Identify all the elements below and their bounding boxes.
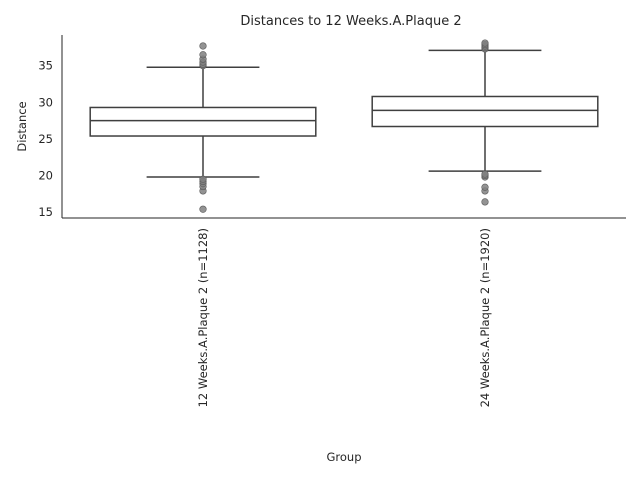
x-tick-label: 24 Weeks.A.Plaque 2 (n=1920) <box>478 228 492 407</box>
axes <box>61 35 626 219</box>
boxes <box>89 39 599 213</box>
box-iqr <box>371 95 599 128</box>
y-tick-label: 20 <box>38 169 53 183</box>
category-labels: 12 Weeks.A.Plaque 2 (n=1128) 24 Weeks.A.P… <box>196 228 492 407</box>
y-tick-label: 35 <box>38 59 53 73</box>
box-iqr <box>89 106 317 137</box>
outlier-point <box>481 183 489 191</box>
outlier-point <box>199 51 207 59</box>
y-tick-label: 25 <box>38 132 53 146</box>
outlier-point <box>481 170 489 178</box>
outlier-point <box>481 39 489 47</box>
outlier-point <box>199 205 207 213</box>
y-tick-label: 15 <box>38 205 53 219</box>
outlier-point <box>481 198 489 206</box>
outlier-point <box>199 175 207 183</box>
y-ticks: 15 20 25 30 35 <box>38 59 53 219</box>
chart-title: Distances to 12 Weeks.A.Plaque 2 <box>240 14 461 29</box>
y-tick-label: 30 <box>38 95 53 109</box>
outlier-point <box>199 42 207 50</box>
box-group <box>371 39 599 206</box>
box-group <box>89 42 317 213</box>
x-tick-label: 12 Weeks.A.Plaque 2 (n=1128) <box>196 228 210 407</box>
x-axis-label: Group <box>326 450 361 464</box>
y-axis-label: Distance <box>15 101 29 151</box>
